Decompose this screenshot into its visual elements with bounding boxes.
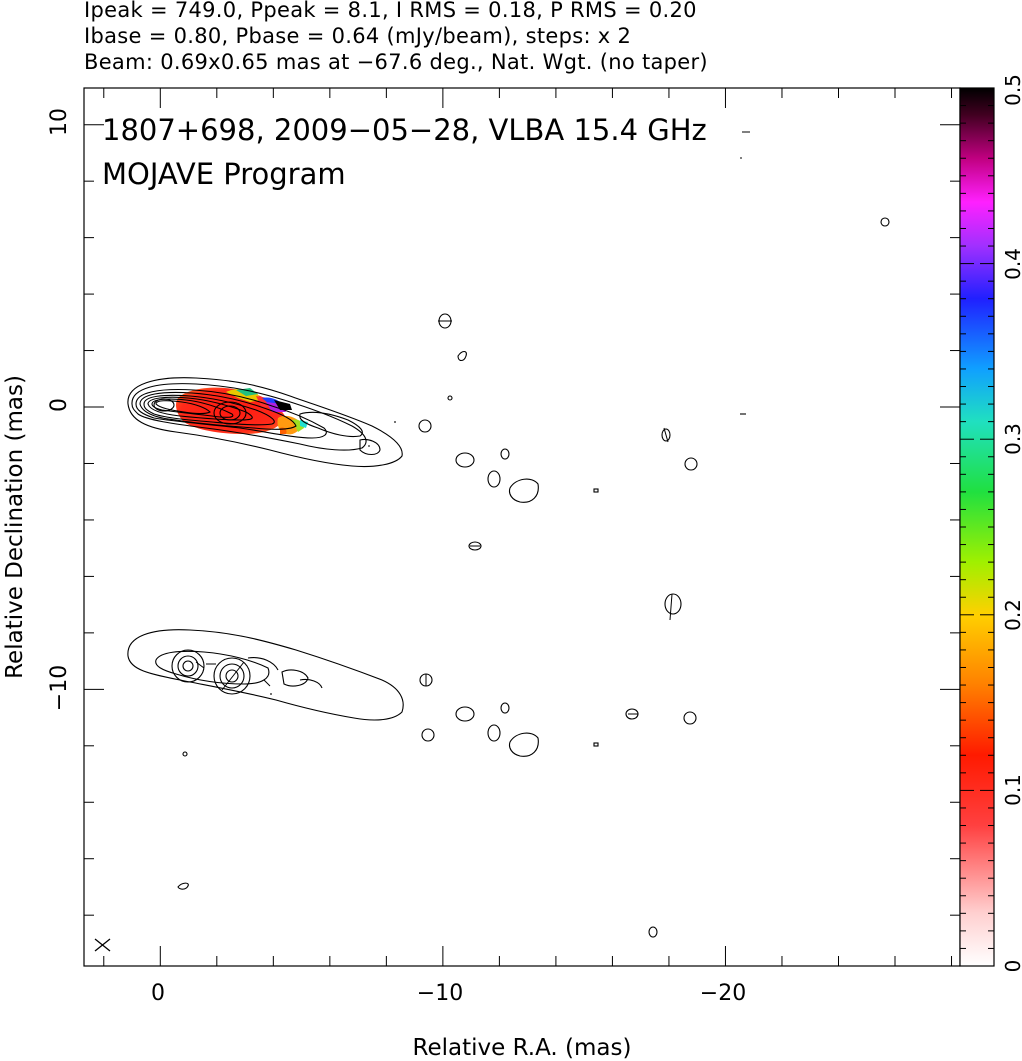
- plot-frame: [83, 87, 961, 967]
- x-tick-label: −10: [417, 981, 463, 1006]
- plot-title: 1807+698, 2009−05−28, VLBA 15.4 GHz: [102, 113, 707, 147]
- total-intensity-contours: [127, 377, 403, 468]
- y-tick-label: −10: [47, 665, 72, 711]
- colorbar-tick-label: 0.3: [1001, 423, 1022, 455]
- x-tick-label: 0: [151, 981, 165, 1006]
- colorbar-tick-marks: [960, 87, 994, 967]
- colorbar-tick-label: 0.2: [1001, 599, 1022, 631]
- colorbar-tick-label: 0.1: [1001, 774, 1022, 806]
- plot-subtitle: MOJAVE Program: [102, 157, 346, 191]
- colorbar-tick-label: 0.5: [1001, 74, 1022, 106]
- colorbar-tick-label: 0.4: [1001, 248, 1022, 280]
- y-tick-label: 0: [47, 398, 72, 412]
- lower-panel-contours: [127, 629, 404, 721]
- header-line-2: Ibase = 0.80, Pbase = 0.64 (mJy/beam), s…: [84, 24, 632, 48]
- isolated-contours: [177, 217, 890, 938]
- colorbar-tick-label: 0: [1001, 960, 1022, 973]
- header-line-1: Ipeak = 749.0, Ppeak = 8.1, I RMS = 0.18…: [84, 0, 697, 22]
- y-tick-marks: [84, 124, 960, 916]
- x-tick-marks: [103, 88, 953, 966]
- y-tick-label: 10: [47, 108, 72, 136]
- header-line-3: Beam: 0.69x0.65 mas at −67.6 deg., Nat. …: [84, 50, 708, 74]
- polarization-vectors: [195, 131, 750, 715]
- x-tick-label: −20: [700, 981, 746, 1006]
- y-axis-label: Relative Declination (mas): [2, 375, 28, 679]
- beam-marker: [94, 938, 111, 952]
- x-axis-label: Relative R.A. (mas): [413, 1035, 632, 1061]
